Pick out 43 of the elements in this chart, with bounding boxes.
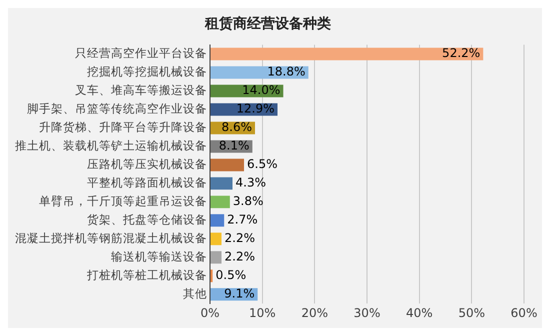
data-label: 8.6% — [222, 120, 252, 134]
y-tick-label: 升降货梯、升降平台等升降设备 — [39, 120, 207, 134]
data-label: 2.2% — [224, 250, 256, 264]
data-label: 52.2% — [442, 46, 480, 60]
x-tick-label: 10% — [248, 306, 276, 320]
x-tick-label: 60% — [510, 306, 538, 320]
data-label: 8.1% — [218, 138, 250, 153]
bar — [210, 48, 484, 60]
x-tick-label: 0% — [200, 306, 220, 320]
chart-title: 租赁商经营设备种类 — [204, 15, 331, 32]
data-label: 4.3% — [236, 176, 266, 190]
bar — [210, 214, 224, 227]
data-label: 0.5% — [216, 268, 246, 282]
x-tick-label: 30% — [354, 306, 380, 320]
x-tick-label: 40% — [406, 306, 433, 320]
bar — [210, 232, 222, 246]
data-label: 6.5% — [247, 157, 278, 172]
bar — [210, 251, 222, 264]
bar — [210, 177, 233, 190]
y-tick-label: 只经营高空作业平台设备 — [75, 46, 207, 60]
y-tick-label: 挖掘机等挖掘机械设备 — [87, 64, 207, 79]
y-tick-label: 混凝土搅拌机等钢筋混凝土机械设备 — [15, 230, 207, 245]
y-tick-label: 平整机等路面机械设备 — [87, 175, 207, 190]
y-tick-label: 货架、托盘等仓储设备 — [87, 212, 207, 226]
data-label: 18.8% — [267, 64, 306, 79]
data-label: 14.0% — [242, 83, 280, 98]
y-tick-label: 压路机等压实机械设备 — [87, 156, 207, 171]
bar — [210, 196, 230, 208]
data-label: 2.2% — [224, 231, 256, 246]
y-tick-label: 脚手架、吊篮等传统高空作业设备 — [27, 101, 207, 116]
y-tick-label: 其他 — [183, 286, 207, 300]
y-tick-label: 推土机、装载机等铲土运输机械设备 — [15, 138, 207, 152]
x-tick-label: 50% — [458, 306, 486, 320]
data-label: 2.7% — [227, 212, 258, 227]
y-tick-label: 单臂吊，千斤顶等起重吊运设备 — [39, 194, 207, 208]
bar — [210, 158, 244, 172]
data-label: 9.1% — [224, 286, 255, 300]
y-tick-label: 输送机等输送设备 — [111, 249, 207, 264]
data-label: 12.9% — [236, 102, 275, 116]
x-tick-label: 20% — [301, 306, 328, 320]
y-tick-label: 打桩机等桩工机械设备 — [86, 268, 207, 282]
y-tick-label: 叉车、堆高车等搬运设备 — [75, 83, 207, 97]
data-label: 3.8% — [232, 194, 264, 208]
